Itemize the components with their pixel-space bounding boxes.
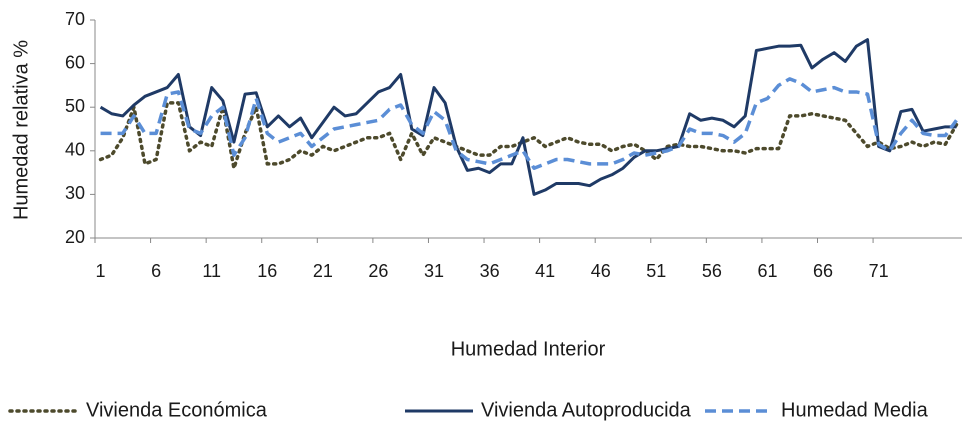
- x-tick-label: 71: [869, 261, 889, 281]
- x-tick-label: 61: [757, 261, 777, 281]
- x-tick-label: 11: [202, 261, 221, 281]
- legend-label: Humedad Media: [781, 399, 929, 421]
- x-tick-label: 1: [96, 261, 106, 281]
- x-tick-label: 56: [702, 261, 722, 281]
- legend-label: Vivienda Autoproducida: [481, 399, 692, 421]
- x-tick-label: 46: [591, 261, 611, 281]
- y-tick-label: 30: [65, 183, 85, 203]
- x-tick-label: 36: [480, 261, 500, 281]
- y-tick-label: 40: [65, 140, 85, 160]
- x-tick-label: 16: [257, 261, 277, 281]
- x-axis-title: Humedad Interior: [451, 338, 606, 360]
- x-tick-label: 41: [535, 261, 555, 281]
- x-tick-label: 21: [313, 261, 333, 281]
- legend-label: Vivienda Económica: [86, 399, 268, 421]
- y-tick-label: 50: [65, 96, 85, 116]
- x-tick-label: 6: [151, 261, 161, 281]
- y-tick-label: 60: [65, 52, 85, 72]
- x-tick-label: 66: [813, 261, 833, 281]
- series-line: [100, 77, 958, 170]
- x-tick-label: 51: [646, 261, 666, 281]
- y-tick-label: 70: [65, 9, 85, 29]
- x-tick-label: 31: [424, 261, 444, 281]
- x-tick-label: 26: [368, 261, 388, 281]
- series-line: [99, 38, 957, 196]
- y-axis-title: Humedad relativa %: [10, 40, 32, 220]
- y-tick-label: 20: [65, 227, 85, 247]
